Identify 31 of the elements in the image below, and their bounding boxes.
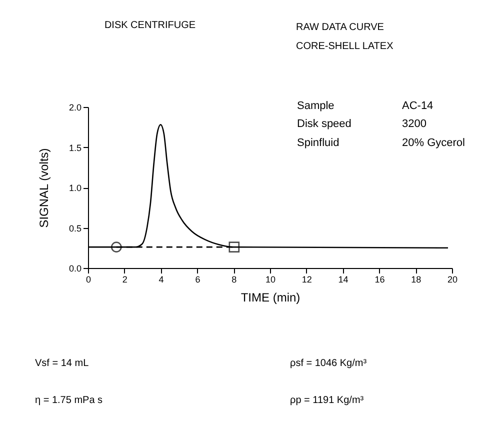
x-tick-label: 10	[265, 274, 276, 284]
x-tick-label: 2	[122, 274, 128, 284]
annotation: AC-14	[402, 100, 434, 112]
text: η = 1.75 mPa s	[35, 395, 103, 406]
annotation: 3200	[402, 118, 426, 130]
annotation: Spinfluid	[297, 137, 340, 149]
text: Vsf = 14 mL	[35, 358, 90, 369]
chart-title: DISK CENTRIFUGE	[104, 20, 196, 31]
y-tick-label: 0.5	[68, 223, 82, 234]
y-tick-label: 1.0	[68, 183, 82, 193]
annotation: 20% Gycerol	[402, 137, 465, 149]
y-tick-label: 1.5	[68, 142, 82, 153]
text: RAW DATA CURVE	[296, 22, 384, 33]
x-axis-title: TIME (min)	[240, 290, 300, 304]
y-tick-label: 0.0	[68, 264, 82, 274]
text: CORE-SHELL LATEX	[296, 41, 394, 52]
x-tick-label: 8	[232, 274, 237, 284]
text: ρsf = 1046 Kg/m³	[290, 358, 368, 369]
text: ρp = 1191 Kg/m³	[290, 395, 364, 406]
x-tick-label: 16	[374, 274, 385, 284]
x-tick-label: 6	[195, 274, 200, 284]
y-tick-label: 2.0	[68, 102, 82, 112]
annotation: Sample	[297, 100, 334, 112]
annotation: Disk speed	[297, 118, 352, 130]
x-tick-label: 0	[86, 274, 92, 284]
x-tick-label: 4	[158, 274, 164, 284]
x-tick-label: 12	[302, 274, 312, 284]
x-tick-label: 14	[338, 274, 348, 284]
x-tick-label: 20	[447, 274, 458, 284]
y-axis-title: SIGNAL (volts)	[36, 148, 51, 228]
x-tick-label: 18	[411, 274, 422, 284]
